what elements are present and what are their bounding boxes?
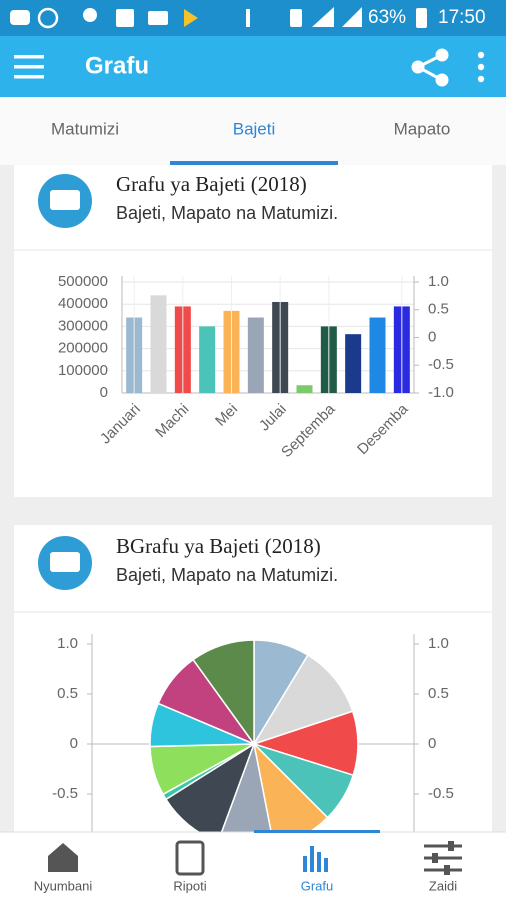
card-subtitle: Bajeti, Mapato na Matumizi. — [116, 565, 338, 585]
nav-label: Zaidi — [429, 878, 457, 893]
wallet-shape — [50, 190, 80, 210]
dot — [477, 51, 485, 59]
chart-icon — [303, 856, 307, 872]
y-tick-label: -0.5 — [52, 785, 78, 802]
app-title: Grafu — [85, 52, 149, 79]
icon — [83, 8, 97, 22]
y-tick-label: 500000 — [58, 273, 108, 290]
menu-line — [14, 75, 44, 79]
y2-tick-label: 1.0 — [428, 635, 449, 652]
y-tick-label: 1.0 — [57, 635, 78, 652]
icon — [246, 9, 250, 27]
y2-tick-label: -0.5 — [428, 356, 454, 373]
nav-label: Grafu — [301, 878, 334, 893]
y-tick-label: 400000 — [58, 295, 108, 312]
card-title: Grafu ya Bajeti (2018) — [116, 172, 307, 196]
chart-icon — [317, 852, 321, 872]
nav-label: Nyumbani — [34, 878, 93, 893]
slider-knob — [448, 841, 454, 851]
share-dot — [435, 48, 449, 62]
bar — [296, 385, 313, 393]
nav-item[interactable]: Ripoti — [173, 840, 207, 893]
app-bar — [0, 36, 506, 97]
icon — [312, 7, 334, 27]
y-tick-label: 200000 — [58, 340, 108, 357]
tab[interactable]: Matumizi — [51, 119, 119, 138]
nav-label: Ripoti — [173, 878, 206, 893]
y2-tick-label: 1.0 — [428, 273, 449, 290]
bar — [247, 317, 264, 393]
card-title: BGrafu ya Bajeti (2018) — [116, 534, 321, 558]
nav-indicator — [254, 830, 380, 833]
nav-item[interactable]: Zaidi — [424, 841, 462, 893]
wallet-shape — [50, 552, 80, 572]
clock: 17:50 — [438, 7, 486, 28]
dot — [477, 63, 485, 71]
y2-tick-label: 0 — [428, 328, 436, 345]
icon — [148, 11, 168, 25]
icon — [342, 7, 362, 27]
y2-tick-label: -1.0 — [428, 384, 454, 401]
bar — [199, 326, 216, 393]
share-dot — [435, 73, 449, 87]
icon — [37, 7, 59, 29]
chart-icon — [310, 846, 314, 872]
status-bar — [0, 0, 506, 36]
y-tick-label: 300000 — [58, 317, 108, 334]
bar — [369, 317, 386, 393]
bar — [345, 334, 362, 393]
share-button[interactable] — [411, 48, 449, 87]
tab[interactable]: Mapato — [394, 119, 451, 138]
menu-line — [14, 65, 44, 69]
battery-icon — [416, 8, 427, 28]
tab-indicator — [170, 161, 338, 165]
pie-slice — [192, 639, 255, 747]
tab-active[interactable]: Bajeti — [233, 119, 276, 138]
nav-item[interactable]: Nyumbani — [34, 843, 93, 893]
icon — [290, 9, 302, 27]
y-tick-label: 0.5 — [57, 685, 78, 702]
y-tick-label: 100000 — [58, 362, 108, 379]
charts: 0 100000 200000 300000 400000 500000 -1.0 -0.5 0… — [52, 273, 454, 849]
menu-line — [14, 55, 44, 59]
chart-icon — [324, 858, 328, 872]
bar — [150, 295, 167, 393]
slider-knob — [432, 853, 438, 863]
bottom-nav — [0, 832, 506, 900]
nav-item[interactable]: Grafu — [301, 846, 334, 893]
y2-tick-label: 0.5 — [428, 685, 449, 702]
y2-tick-label: -0.5 — [428, 785, 454, 802]
home-icon — [48, 843, 78, 872]
icon — [184, 9, 198, 27]
y-tick-label: 0 — [100, 384, 108, 401]
battery-level: 63% — [368, 7, 406, 28]
y-tick-label: 0 — [70, 735, 78, 752]
sliders-icon — [424, 844, 462, 872]
y2-tick-label: 0.5 — [428, 301, 449, 318]
clipboard-icon — [175, 840, 205, 876]
pie-slice — [252, 654, 354, 746]
dot — [477, 75, 485, 83]
icon — [116, 9, 134, 27]
tab-bar — [0, 97, 506, 165]
overflow-button[interactable] — [477, 51, 485, 83]
share-dot — [411, 60, 425, 74]
icon — [10, 10, 30, 25]
y2-tick-label: 0 — [428, 735, 436, 752]
slider-knob — [444, 865, 450, 875]
status-icons — [10, 7, 427, 29]
card-subtitle: Bajeti, Mapato na Matumizi. — [116, 203, 338, 223]
menu-button[interactable] — [14, 55, 44, 79]
